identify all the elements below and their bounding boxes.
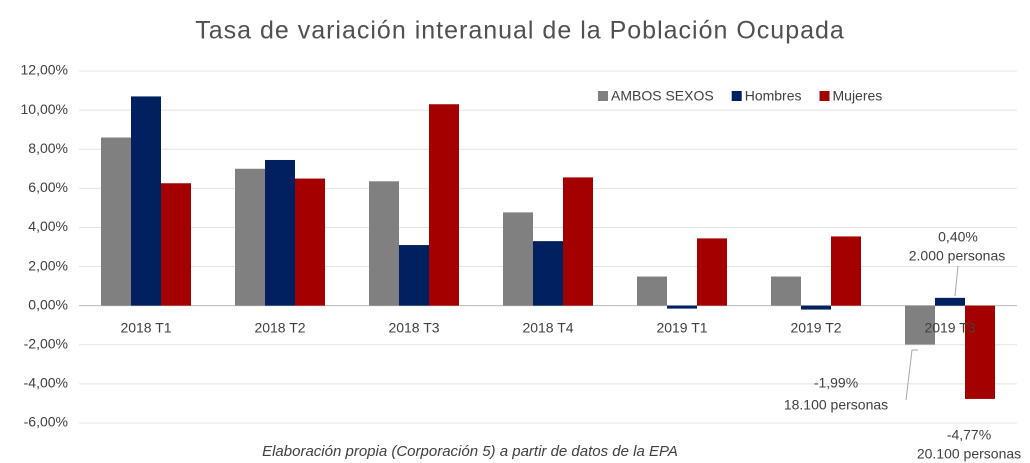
bar: [935, 297, 965, 306]
data-label: -1,99%: [814, 375, 858, 391]
y-tick-label: 0,00%: [28, 296, 68, 312]
bar: [771, 276, 801, 306]
y-tick-label: -6,00%: [24, 414, 68, 430]
bar: [801, 305, 831, 310]
bar: [533, 241, 563, 306]
bar: [697, 238, 727, 306]
bar: [563, 177, 593, 306]
y-tick-label: 10,00%: [21, 101, 68, 117]
data-label: 0,40%: [938, 229, 978, 245]
bar: [399, 245, 429, 306]
bar: [131, 96, 161, 306]
x-tick-label: 2018 T3: [388, 319, 439, 335]
bar: [235, 168, 265, 306]
bar: [637, 276, 667, 306]
bar: [429, 104, 459, 306]
x-tick-label: 2018 T2: [254, 319, 305, 335]
y-tick-label: 4,00%: [28, 218, 68, 234]
data-label: -4,77%: [947, 427, 991, 443]
legend-label: AMBOS SEXOS: [611, 88, 714, 104]
legend-swatch: [819, 91, 830, 101]
source-note: Elaboración propia (Corporación 5) a par…: [262, 443, 678, 460]
chart-title: Tasa de variación interanual de la Pobla…: [195, 17, 845, 45]
bar: [369, 181, 399, 306]
annotation: 20.100 personas: [917, 446, 1021, 462]
x-tick-label: 2019 T1: [656, 319, 707, 335]
x-tick-label: 2019 T3: [924, 319, 975, 335]
bar: [161, 183, 191, 306]
bar: [667, 305, 697, 309]
bar: [265, 159, 295, 306]
y-tick-label: -4,00%: [24, 375, 68, 391]
x-tick-label: 2019 T2: [790, 319, 841, 335]
annotation: 2.000 personas: [909, 248, 1006, 264]
leader-line: [954, 265, 959, 297]
annotation: 18.100 personas: [784, 397, 888, 413]
legend-label: Hombres: [745, 88, 802, 104]
legend-swatch: [598, 91, 608, 101]
leader-line: [905, 349, 918, 401]
bar: [905, 305, 935, 345]
bar: [831, 236, 861, 306]
y-tick-label: 8,00%: [28, 140, 68, 156]
bar: [965, 305, 995, 399]
y-tick-label: 2,00%: [28, 257, 68, 273]
y-tick-label: -2,00%: [24, 335, 68, 351]
bar: [503, 212, 533, 306]
y-tick-label: 6,00%: [28, 179, 68, 195]
x-tick-label: 2018 T1: [120, 319, 171, 335]
legend-swatch: [731, 91, 742, 101]
bar: [101, 137, 131, 306]
bar: [295, 178, 325, 306]
y-tick-label: 12,00%: [21, 62, 68, 78]
legend-label: Mujeres: [833, 88, 883, 104]
x-tick-label: 2018 T4: [522, 319, 573, 335]
